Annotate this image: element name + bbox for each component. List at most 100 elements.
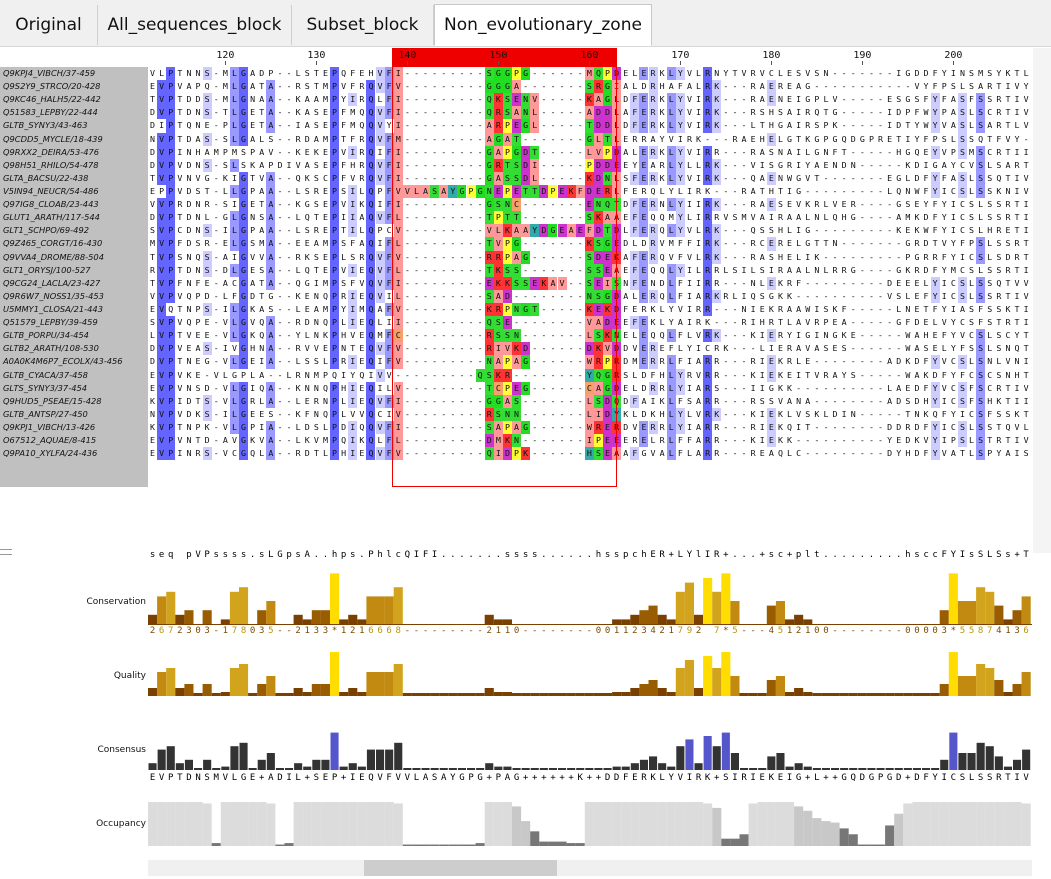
residue-cell: E (603, 263, 613, 277)
sequence-name[interactable]: U5MMY1_CLOSA/21-443 (3, 303, 103, 314)
residue-cell: - (850, 146, 856, 157)
sequence-name[interactable]: V5IN94_NEUCR/54-486 (3, 185, 99, 196)
sequence-name[interactable]: GLTB_CYACA/37-458 (3, 369, 88, 380)
residue-cell: K (603, 302, 613, 317)
residue-cell: - (741, 395, 747, 406)
sequence-name[interactable]: Q51583_LEPBY/22-444 (3, 107, 98, 118)
tab-all-sequences-block[interactable]: All_sequences_block (98, 5, 292, 45)
residue-cell: K (996, 395, 1002, 406)
sequence-name[interactable]: GLTB_PORPU/34-454 (3, 330, 89, 341)
occupancy-bar (521, 821, 531, 846)
vertical-scrollbar[interactable] (1033, 48, 1051, 553)
sequence-name[interactable]: Q9KC46_HALH5/22-442 (3, 94, 101, 105)
sequence-name[interactable]: Q51579_LEPBY/39-459 (3, 317, 98, 328)
sequence-name[interactable]: GLTS_SYNY3/37-454 (3, 382, 88, 393)
residue-cell: C (393, 329, 403, 343)
residue-cell: A (195, 133, 201, 144)
sequence-name[interactable]: GLTA_BACSU/22-438 (3, 172, 89, 183)
residue-cell: - (878, 107, 884, 118)
sequence-name[interactable]: GLT1_SCHPO/69-492 (3, 225, 89, 236)
tab-subset-block[interactable]: Subset_block (292, 5, 434, 45)
sequence-name[interactable]: A0A0K4M6P7_ECOLX/43-456 (3, 356, 123, 367)
residue-cell: S (202, 394, 212, 408)
residue-cell: - (286, 408, 292, 419)
residue-cell: S (313, 356, 319, 367)
horizontal-scrollbar[interactable] (148, 860, 1032, 876)
residue-cell: E (914, 290, 920, 301)
sequence-name[interactable]: Q97IG8_CLOAB/23-443 (3, 199, 99, 210)
residue-cell: P (330, 250, 340, 264)
sequence-name[interactable]: Q9RXX2_DEIRA/53-476 (3, 146, 100, 157)
sequence-name[interactable]: Q9R6W7_NOSS1/35-453 (3, 290, 104, 301)
residue-cell: Y (1014, 330, 1020, 341)
residue-cell: P (166, 80, 176, 94)
residue-cell: C (950, 277, 956, 288)
residue-cell: - (868, 159, 874, 170)
sequence-name[interactable]: Q9CDD5_MYCLE/18-439 (3, 133, 103, 144)
residue-cell: - (887, 251, 893, 262)
sequence-name[interactable]: GLT1_ORYSJ/100-527 (3, 264, 91, 275)
sequence-name[interactable]: Q9KPJ1_VIBCH/13-426 (3, 421, 96, 432)
residue-cell: - (423, 448, 429, 459)
sequence-name[interactable]: O67512_AQUAE/8-415 (3, 435, 97, 446)
sequence-name[interactable]: Q9S2Y9_STRCO/20-428 (3, 81, 101, 92)
sequence-name[interactable]: GLUT1_ARATH/117-544 (3, 212, 100, 223)
residue-cell: - (841, 435, 847, 446)
tab-original[interactable]: Original (0, 5, 98, 45)
horizontal-scroll-thumb[interactable] (364, 860, 557, 876)
sequence-name[interactable]: Q9KPJ4_VIBCH/37-459 (3, 68, 96, 78)
sequence-name[interactable]: GLTB2_ARATH/108-530 (3, 343, 99, 354)
residue-cell: R (659, 421, 665, 432)
sequence-name[interactable]: Q98H51_RHILO/54-478 (3, 159, 99, 170)
residue-cell: L (229, 211, 239, 225)
sequence-name[interactable]: Q9HUD5_PSEAE/15-428 (3, 395, 102, 406)
panel-divider-handle[interactable] (0, 549, 12, 555)
sequence-name[interactable]: GLTB_SYNY3/43-463 (3, 120, 88, 131)
residue-cell: - (732, 317, 738, 328)
residue-cell: I (231, 199, 237, 210)
residue-cell: S (313, 159, 319, 170)
residue-cell: L (229, 237, 239, 251)
tab-non-evolutionary-zone[interactable]: Non_evolutionary_zone (434, 4, 652, 46)
sequence-name[interactable]: Q9Z465_CORGT/16-430 (3, 238, 103, 249)
sequence-name[interactable]: Q9VVA4_DROME/88-504 (3, 251, 104, 262)
sequence-name[interactable]: GLTB_ANTSP/27-450 (3, 408, 88, 419)
residue-cell: - (404, 159, 410, 170)
selected-zone-marker[interactable] (392, 48, 617, 66)
residue-cell: S (502, 106, 512, 120)
residue-cell: S (814, 68, 820, 78)
sequence-name[interactable]: Q9PA10_XYLFA/24-436 (3, 448, 98, 459)
sequence-name[interactable]: Q9CG24_LACLA/23-427 (3, 277, 101, 288)
